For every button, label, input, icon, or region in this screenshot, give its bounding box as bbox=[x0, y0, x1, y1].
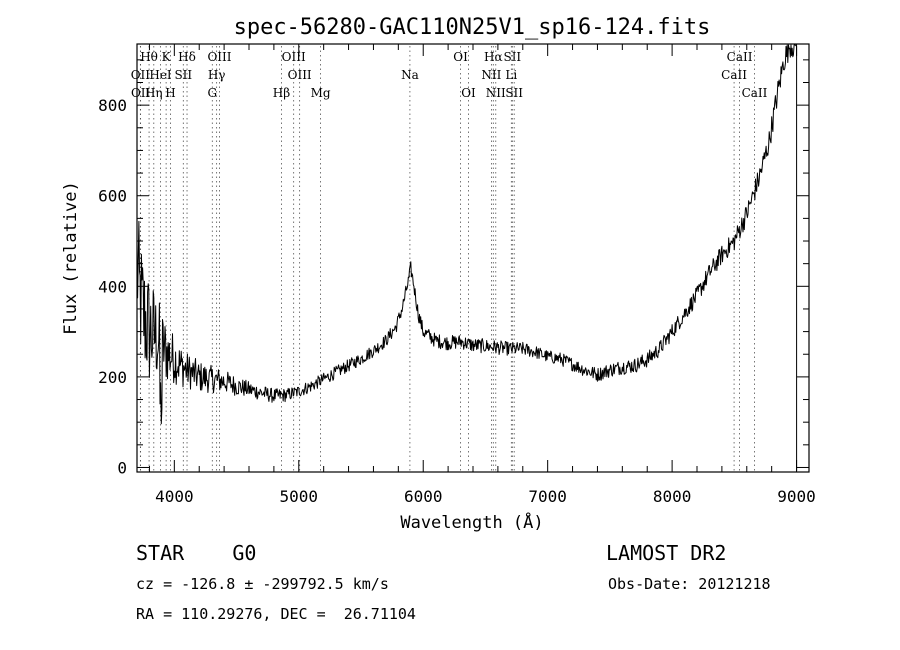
spectrum-line bbox=[136, 44, 798, 471]
y-tick-label: 600 bbox=[98, 187, 127, 206]
line-marker-label: Mg bbox=[311, 86, 331, 100]
line-marker-label: OIII bbox=[288, 68, 312, 82]
x-tick-label: 4000 bbox=[155, 487, 194, 506]
line-marker-label: K bbox=[162, 50, 172, 64]
y-tick-label: 800 bbox=[98, 96, 127, 115]
line-marker-label: NII bbox=[481, 68, 501, 82]
line-marker-label: G bbox=[207, 86, 217, 100]
line-marker-label: Hβ bbox=[273, 86, 290, 100]
line-marker-label: CaII bbox=[727, 50, 753, 64]
survey-name: LAMOST DR2 bbox=[606, 541, 727, 565]
x-axis-label: Wavelength (Å) bbox=[400, 511, 543, 533]
line-marker-label: Hθ bbox=[140, 50, 158, 64]
line-marker-label: OI bbox=[453, 50, 468, 64]
line-marker-label: NII bbox=[486, 86, 506, 100]
line-marker-label: OII bbox=[131, 86, 151, 100]
x-tick-label: 9000 bbox=[777, 487, 816, 506]
redshift-text: cz = -126.8 ± -299792.5 km/s bbox=[136, 575, 389, 593]
line-marker-label: Li bbox=[505, 68, 517, 82]
chart-title: spec-56280-GAC110N25V1_sp16-124.fits bbox=[234, 15, 711, 40]
y-axis-label: Flux (relative) bbox=[61, 181, 81, 335]
line-marker-label: Na bbox=[401, 68, 419, 82]
y-tick-label: 0 bbox=[117, 458, 127, 477]
plot-frame bbox=[136, 43, 810, 473]
line-marker-label: SII bbox=[174, 68, 192, 82]
line-marker-label: OIII bbox=[282, 50, 306, 64]
line-marker-label: HeI bbox=[149, 68, 172, 82]
line-marker-label: Hη bbox=[145, 86, 163, 100]
x-tick-label: 5000 bbox=[280, 487, 319, 506]
x-tick-label: 8000 bbox=[653, 487, 692, 506]
line-marker-label: CaII bbox=[742, 86, 768, 100]
line-marker-label: SII bbox=[505, 86, 523, 100]
line-marker-label: OII bbox=[131, 68, 151, 82]
line-marker-label: SII bbox=[503, 50, 521, 64]
line-marker-label: Hα bbox=[484, 50, 503, 64]
y-tick-label: 200 bbox=[98, 368, 127, 387]
coordinates: RA = 110.29276, DEC = 26.71104 bbox=[136, 605, 416, 623]
x-tick-label: 7000 bbox=[528, 487, 567, 506]
line-marker-label: OIII bbox=[207, 50, 231, 64]
obs-date: Obs-Date: 20121218 bbox=[608, 575, 771, 593]
line-marker-label: OI bbox=[461, 86, 476, 100]
object-type: STAR G0 bbox=[136, 541, 257, 565]
axis-ticks: 4000 5000 6000 7000 8000 9000 0 200 400 600 800 bbox=[98, 44, 816, 506]
line-marker-label: Hγ bbox=[208, 68, 226, 82]
line-marker-label: H bbox=[165, 86, 175, 100]
x-tick-label: 6000 bbox=[404, 487, 443, 506]
line-marker-label: CaII bbox=[721, 68, 747, 82]
line-marker-label: Hδ bbox=[178, 50, 196, 64]
y-tick-label: 400 bbox=[98, 277, 127, 296]
